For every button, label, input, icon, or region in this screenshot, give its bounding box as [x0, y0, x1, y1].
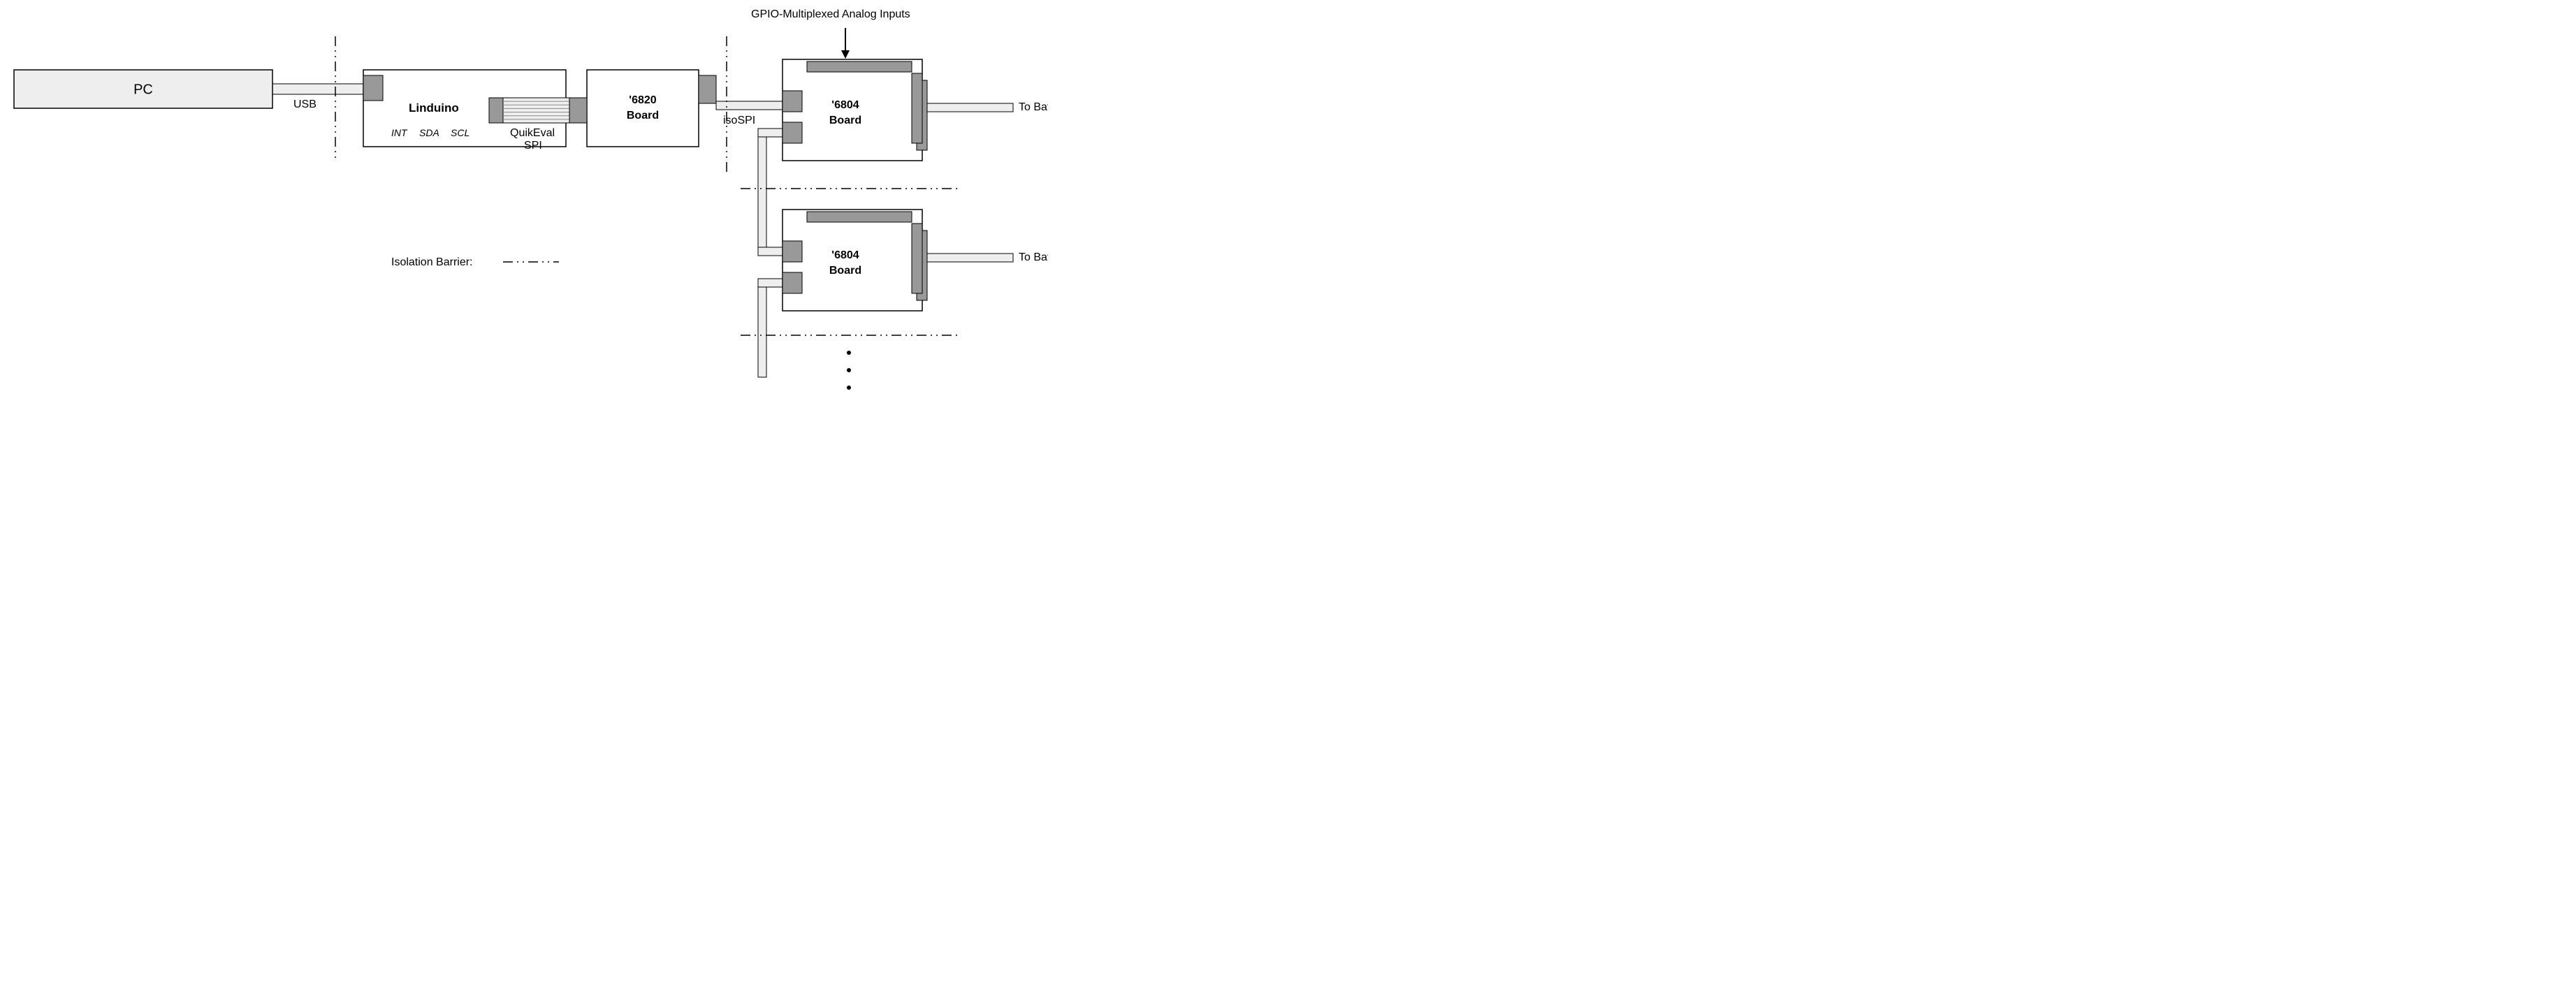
gpio-label: GPIO-Multiplexed Analog Inputs [751, 8, 910, 20]
scl-label: SCL [451, 127, 470, 138]
usb-wire [272, 84, 363, 94]
board-6804-b-conn-right-front [912, 224, 922, 293]
continuation-dot-0 [847, 351, 851, 355]
board-6820-conn-right [699, 75, 716, 103]
gpio-arrow-head [841, 50, 850, 59]
board-6804-a-conn-left-2 [783, 122, 802, 143]
usb-label: USB [293, 98, 316, 110]
to-battery-label-1: To Battery [1019, 101, 1048, 113]
board-6804-a-label-1: '6804 [831, 99, 859, 111]
int-label: INT [391, 127, 408, 138]
board-6820-label-2: Board [627, 110, 659, 122]
isospi-label: isoSPI [723, 115, 755, 126]
quikeval-label-2: SPI [524, 140, 542, 152]
board-6804-a-conn-left-1 [783, 91, 802, 112]
isolation-barrier-legend-label: Isolation Barrier: [391, 256, 473, 268]
linduino-conn-right [489, 98, 503, 123]
linduino-label: Linduino [409, 101, 459, 115]
board-6820-label-1: '6820 [629, 94, 657, 106]
isospi-wire [716, 101, 783, 110]
board-6804-b-conn-left-2 [783, 272, 802, 293]
daisy-wire-2-top [758, 279, 783, 287]
daisy-wire-1-top [758, 129, 783, 137]
board-6804-b-label-1: '6804 [831, 249, 859, 261]
battery-wire-2 [922, 254, 1013, 262]
quikeval-label-1: QuikEval [510, 127, 555, 139]
daisy-wire-1 [758, 133, 766, 251]
continuation-dot-2 [847, 386, 851, 390]
pc-label: PC [133, 82, 153, 98]
board-6804-a-conn-right-front [912, 73, 922, 143]
board-6804-b-conn-top [807, 212, 912, 222]
daisy-wire-1-bot [758, 247, 783, 256]
board-6804-a-conn-top [807, 61, 912, 72]
board-6820 [587, 70, 699, 147]
continuation-dot-1 [847, 368, 851, 372]
sda-label: SDA [419, 127, 439, 138]
linduino-conn-left [363, 75, 383, 101]
battery-wire-1 [922, 103, 1013, 112]
to-battery-label-2: To Battery [1019, 251, 1048, 263]
board-6804-a-label-2: Board [829, 115, 861, 126]
board-6804-b-label-2: Board [829, 265, 861, 277]
board-6820-conn-left [569, 98, 587, 123]
daisy-wire-2 [758, 283, 766, 377]
board-6804-b-conn-left-1 [783, 241, 802, 262]
